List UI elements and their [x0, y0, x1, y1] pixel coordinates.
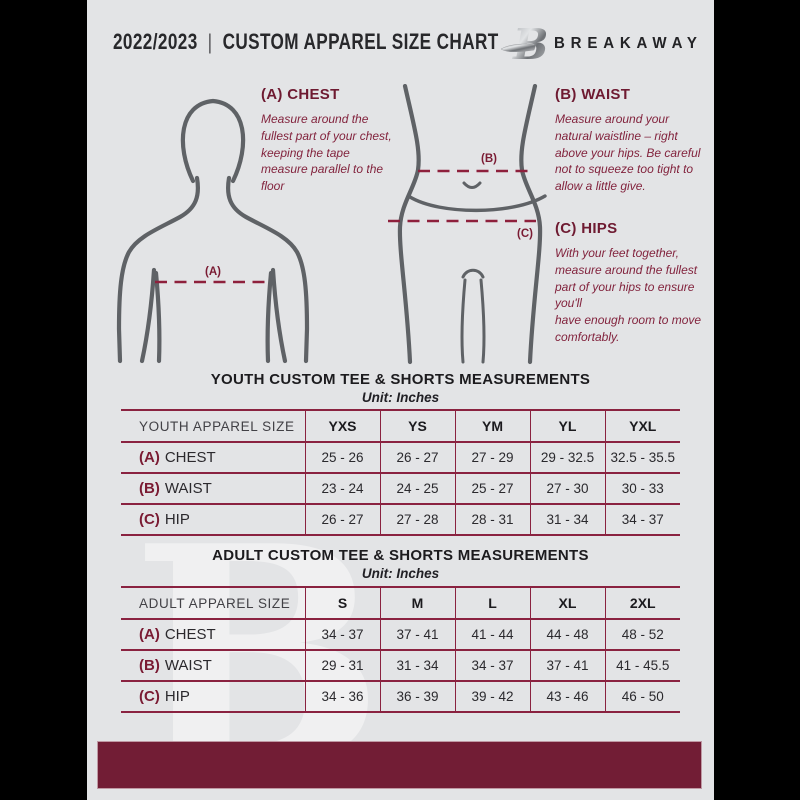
cell: 30 - 33 — [604, 473, 680, 504]
cell: 36 - 39 — [379, 681, 455, 712]
row-marker: (A) — [139, 626, 160, 643]
cell: 31 - 34 — [379, 650, 455, 681]
youth-unit-label: Unit: Inches — [361, 390, 440, 405]
cell: 29 - 32.5 — [529, 442, 605, 473]
adult-waist-row-label: (B) WAIST — [121, 650, 305, 681]
adult-size-xl: XL — [529, 587, 605, 619]
row-label: CHEST — [164, 449, 216, 466]
hips-marker-label: (C) — [517, 228, 533, 240]
cell: 28 - 31 — [454, 504, 530, 535]
waist-guide: (B) WAIST Measure around your natural wa… — [555, 86, 701, 195]
adult-size-table: ADULT APPAREL SIZE S M L XL 2XL (A) CHEST… — [121, 586, 680, 713]
title-divider: | — [207, 31, 213, 54]
logo-letter: B — [512, 20, 549, 68]
breakaway-b-logo-icon: B — [500, 20, 549, 68]
row-label: CHEST — [164, 626, 216, 643]
cell: 44 - 48 — [529, 619, 605, 650]
lower-body-figure: (B) (C) — [388, 84, 547, 365]
row-label: WAIST — [164, 657, 212, 674]
youth-size-yl: YL — [529, 410, 605, 442]
adult-size-2xl: 2XL — [604, 587, 680, 619]
table-row: (B) WAIST 29 - 31 31 - 34 34 - 37 37 - 41… — [121, 650, 680, 681]
row-label: WAIST — [164, 480, 212, 497]
chest-guide: (A) CHEST Measure around the fullest par… — [261, 86, 397, 195]
adult-size-l: L — [454, 587, 530, 619]
cell: 48 - 52 — [604, 619, 680, 650]
cell: 31 - 34 — [529, 504, 605, 535]
table-row: (B) WAIST 23 - 24 24 - 25 25 - 27 27 - 30… — [121, 473, 680, 504]
cell: 32.5 - 35.5 — [604, 442, 680, 473]
size-chart-page: B 2022/2023 | CUSTOM APPAREL SIZE CHART B … — [87, 0, 714, 800]
adult-hip-row-label: (C) HIP — [121, 681, 305, 712]
row-marker: (C) — [139, 688, 160, 705]
cell: 34 - 37 — [454, 650, 530, 681]
chest-guide-text: Measure around the fullest part of your … — [261, 112, 392, 194]
cell: 26 - 27 — [304, 504, 380, 535]
page-title: 2022/2023 | CUSTOM APPAREL SIZE CHART — [113, 29, 499, 55]
adult-size-m: M — [379, 587, 455, 619]
youth-section-title: YOUTH CUSTOM TEE & SHORTS MEASUREMENTS — [210, 371, 591, 388]
table-row: (C) HIP 34 - 36 36 - 39 39 - 42 43 - 46 4… — [121, 681, 680, 712]
hips-guide-heading: (C) HIPS — [555, 220, 618, 237]
waist-guide-heading: (B) WAIST — [555, 86, 631, 103]
youth-waist-row-label: (B) WAIST — [121, 473, 305, 504]
cell: 39 - 42 — [454, 681, 530, 712]
table-row: (A) CHEST 34 - 37 37 - 41 41 - 44 44 - 48… — [121, 619, 680, 650]
cell: 41 - 45.5 — [604, 650, 680, 681]
chart-title: CUSTOM APPAREL SIZE CHART — [222, 29, 499, 54]
cell: 23 - 24 — [304, 473, 380, 504]
upper-body-figure: (A) — [116, 98, 310, 364]
youth-hip-row-label: (C) HIP — [121, 504, 305, 535]
adult-chest-row-label: (A) CHEST — [121, 619, 305, 650]
cell: 27 - 28 — [379, 504, 455, 535]
cell: 41 - 44 — [454, 619, 530, 650]
cell: 24 - 25 — [379, 473, 455, 504]
cell: 37 - 41 — [379, 619, 455, 650]
cell: 25 - 26 — [304, 442, 380, 473]
adult-size-column-header: ADULT APPAREL SIZE — [139, 595, 291, 611]
cell: 27 - 29 — [454, 442, 530, 473]
cell: 26 - 27 — [379, 442, 455, 473]
youth-size-column-header: YOUTH APPAREL SIZE — [139, 418, 295, 434]
cell: 34 - 37 — [604, 504, 680, 535]
table-row: (A) CHEST 25 - 26 26 - 27 27 - 29 29 - 32… — [121, 442, 680, 473]
adult-size-s: S — [304, 587, 380, 619]
season-label: 2022/2023 — [113, 29, 198, 54]
cell: 29 - 31 — [304, 650, 380, 681]
hips-guide-text: With your feet together, measure around … — [555, 246, 702, 344]
youth-chest-row-label: (A) CHEST — [121, 442, 305, 473]
adult-header-row: ADULT APPAREL SIZE S M L XL 2XL — [121, 587, 680, 619]
cell: 27 - 30 — [529, 473, 605, 504]
row-marker: (B) — [139, 657, 160, 674]
row-label: HIP — [164, 511, 190, 528]
row-marker: (A) — [139, 449, 160, 466]
row-label: HIP — [164, 688, 190, 705]
adult-section-title: ADULT CUSTOM TEE & SHORTS MEASUREMENTS — [212, 547, 589, 564]
cell: 34 - 37 — [304, 619, 380, 650]
chest-marker-label: (A) — [205, 266, 221, 278]
youth-size-yxl: YXL — [604, 410, 680, 442]
cell: 46 - 50 — [604, 681, 680, 712]
youth-header-row: YOUTH APPAREL SIZE YXS YS YM YL YXL — [121, 410, 680, 442]
waist-guide-text: Measure around your natural waistline – … — [555, 112, 701, 194]
cell: 34 - 36 — [304, 681, 380, 712]
youth-size-ys: YS — [379, 410, 455, 442]
brand-name: BREAKAWAY — [554, 35, 703, 52]
cell: 37 - 41 — [529, 650, 605, 681]
footer-accent-bar — [97, 741, 702, 789]
row-marker: (C) — [139, 511, 160, 528]
adult-unit-label: Unit: Inches — [361, 566, 440, 581]
chest-guide-heading: (A) CHEST — [261, 86, 340, 103]
youth-size-ym: YM — [454, 410, 530, 442]
table-row: (C) HIP 26 - 27 27 - 28 28 - 31 31 - 34 3… — [121, 504, 680, 535]
waist-marker-label: (B) — [481, 153, 497, 165]
youth-size-table: YOUTH APPAREL SIZE YXS YS YM YL YXL (A) C… — [121, 409, 680, 536]
youth-size-yxs: YXS — [304, 410, 380, 442]
hips-guide: (C) HIPS With your feet together, measur… — [555, 220, 705, 346]
cell: 25 - 27 — [454, 473, 530, 504]
row-marker: (B) — [139, 480, 160, 497]
cell: 43 - 46 — [529, 681, 605, 712]
